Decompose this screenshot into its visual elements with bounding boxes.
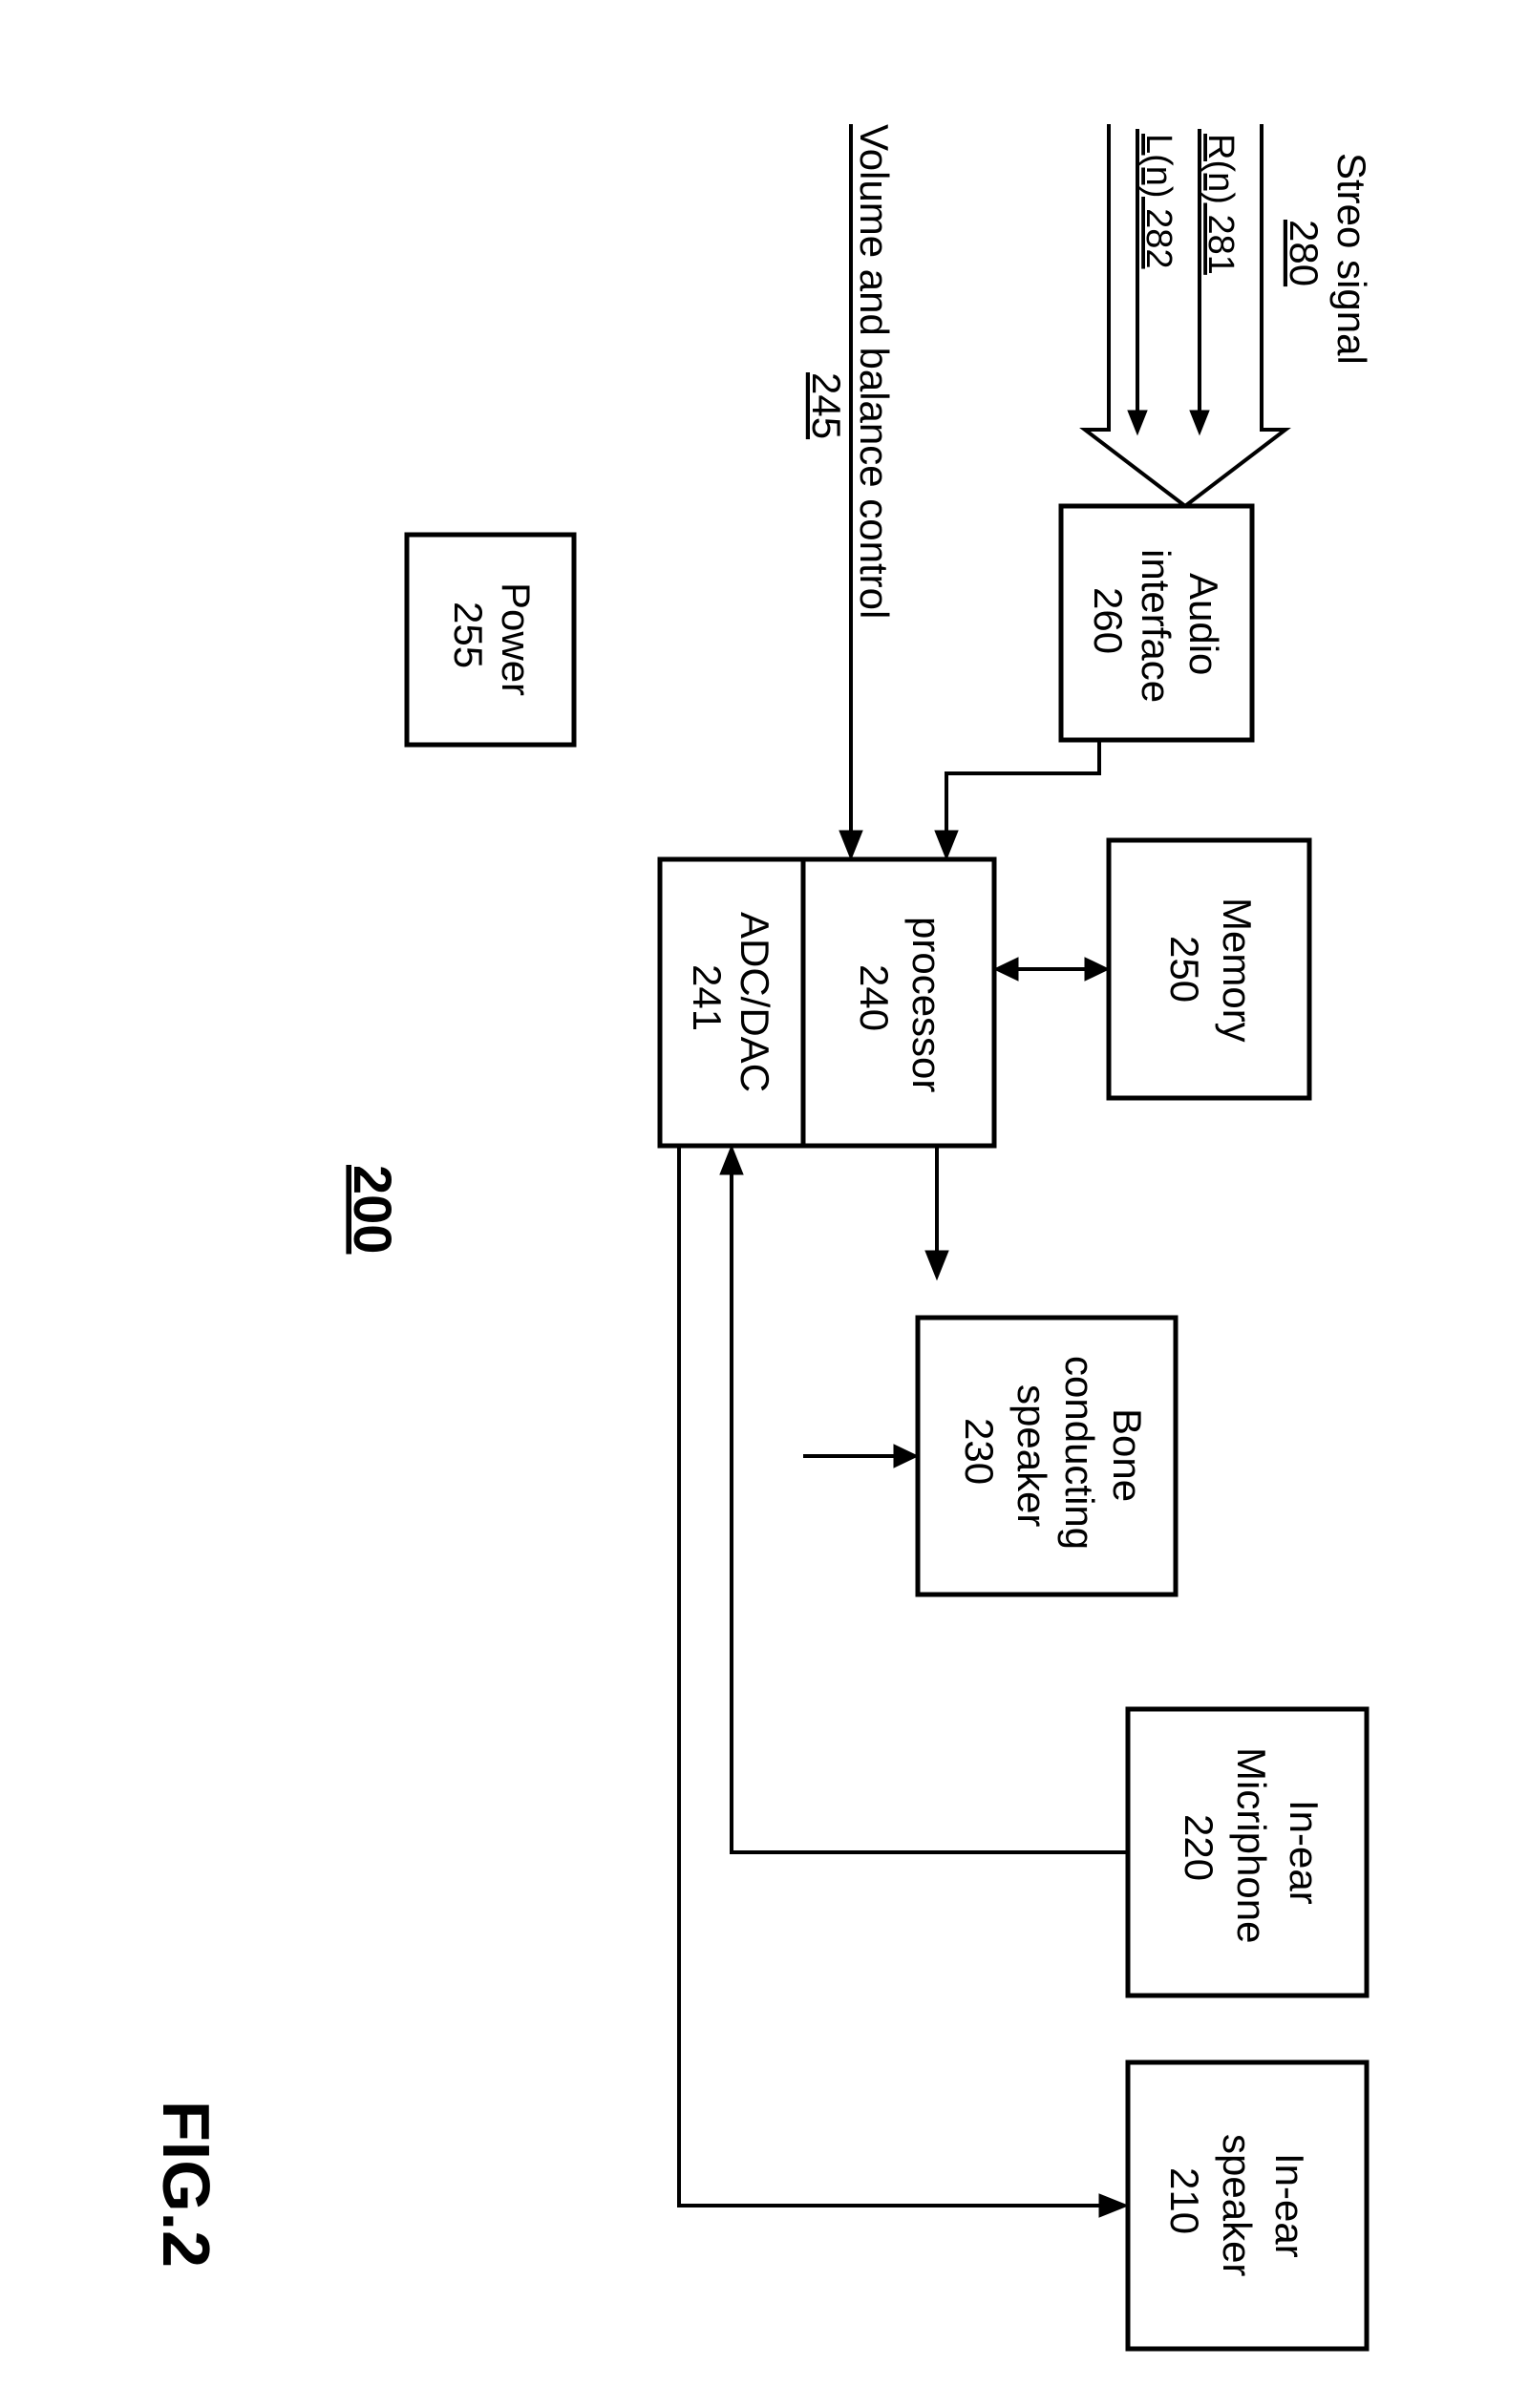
mic-label2: Micriphone (1229, 1747, 1274, 1943)
bone-num: 230 (957, 1418, 1002, 1485)
bone-label2: conducting (1057, 1356, 1102, 1550)
adc-to-speaker-line (679, 1146, 1099, 2206)
mic-label1: In-ear (1282, 1800, 1327, 1905)
volume-num: 245 (804, 372, 849, 439)
memory-processor-head-up (1085, 958, 1109, 981)
bone-label3: speaker (1009, 1384, 1054, 1527)
r-channel-label: R(n) 281 (1200, 134, 1241, 275)
processor-box (803, 859, 994, 1146)
l-arrow-head (1128, 411, 1147, 434)
stereo-arrow (1085, 124, 1285, 506)
audio-to-processor-line (946, 740, 1099, 831)
adc-dac-label: ADC/DAC (733, 912, 777, 1092)
diagram-number: 200 (343, 1165, 403, 1254)
mic-to-adc-head (720, 1146, 743, 1174)
bone-label1: Bone (1105, 1408, 1150, 1502)
stereo-signal-label: Streo signal (1329, 153, 1374, 365)
memory-box (1109, 840, 1309, 1098)
memory-num: 250 (1162, 936, 1207, 1003)
speaker-label2: speaker (1215, 2134, 1260, 2276)
audio-interface-label2: interface (1134, 549, 1179, 703)
memory-processor-head-down (994, 958, 1018, 981)
audio-interface-label1: Audio (1181, 573, 1226, 675)
audio-to-processor-head (935, 831, 958, 859)
adc-to-speaker-head (1099, 2194, 1128, 2217)
volume-label: Volume and balance control (852, 124, 897, 619)
power-num: 255 (446, 602, 491, 668)
speaker-num: 210 (1162, 2167, 1207, 2234)
proc-to-bone-head1 (925, 1251, 948, 1279)
figure-label: FIG.2 (149, 2101, 223, 2268)
processor-num: 240 (852, 964, 897, 1031)
bone-in-head (894, 1445, 918, 1468)
power-label: Power (494, 582, 539, 696)
adc-dac-num: 241 (685, 964, 730, 1031)
adc-dac-box (660, 859, 803, 1146)
l-channel-label: L(n) 282 (1138, 134, 1179, 269)
memory-label: Memory (1215, 898, 1260, 1043)
volume-arrow-head (839, 831, 862, 859)
r-arrow-head (1190, 411, 1209, 434)
speaker-label1: In-ear (1267, 2153, 1312, 2258)
stereo-signal-num: 280 (1282, 220, 1327, 286)
processor-label: processor (904, 917, 949, 1092)
audio-interface-num: 260 (1086, 587, 1131, 654)
mic-num: 220 (1177, 1814, 1221, 1881)
